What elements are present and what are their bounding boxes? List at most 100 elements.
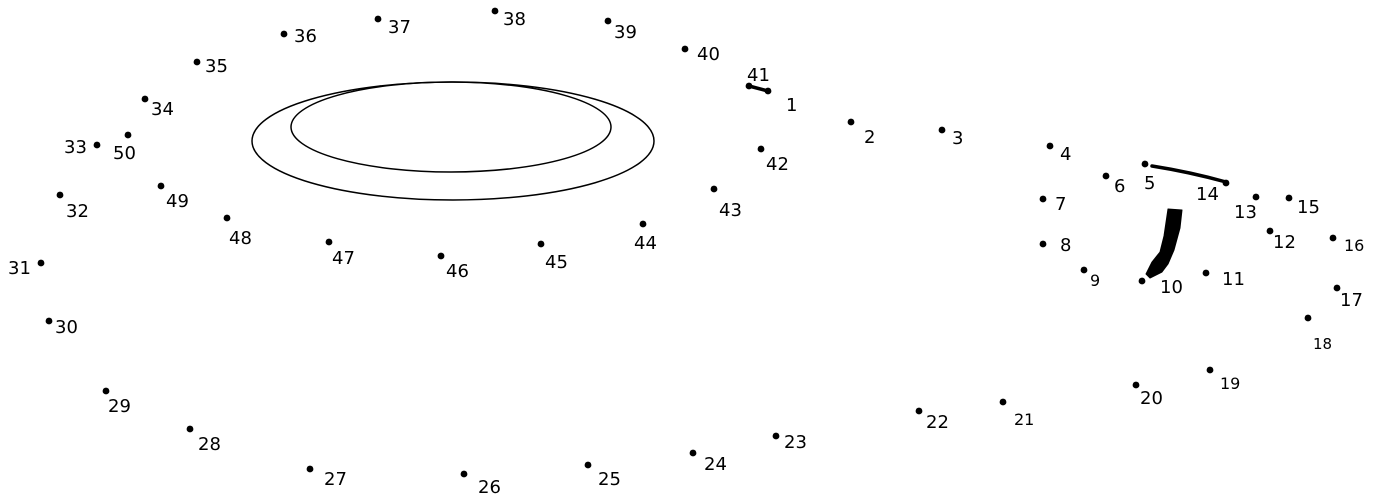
dot-25	[584, 461, 592, 469]
dot-label-9: 9	[1090, 271, 1100, 290]
dot-42	[757, 145, 765, 153]
dot-28	[186, 425, 194, 433]
dot-46	[437, 252, 445, 260]
dot-15	[1285, 194, 1293, 202]
dot-29	[102, 387, 110, 395]
dot-label-20: 20	[1140, 388, 1163, 409]
black-stroke-shape	[1145, 208, 1183, 279]
dot-label-47: 47	[332, 248, 355, 269]
dot-36	[280, 30, 288, 38]
dot-label-28: 28	[198, 434, 221, 455]
dot-label-34: 34	[151, 99, 174, 120]
dot-21	[999, 398, 1007, 406]
dot-7	[1039, 195, 1047, 203]
dot-label-4: 4	[1060, 144, 1071, 165]
dot-2	[847, 118, 855, 126]
dot-9	[1080, 266, 1088, 274]
oval-outline	[251, 81, 655, 201]
dot-label-15: 15	[1297, 197, 1320, 218]
dot-32	[56, 191, 64, 199]
dot-label-18: 18	[1313, 335, 1332, 353]
dot-label-2: 2	[864, 127, 875, 148]
dot-label-33: 33	[64, 137, 87, 158]
dot-37	[374, 15, 382, 23]
dot-3	[938, 126, 946, 134]
dot-label-44: 44	[634, 233, 657, 254]
segment-5-to-14	[1150, 164, 1228, 184]
dot-label-36: 36	[294, 26, 317, 47]
dot-label-46: 46	[446, 261, 469, 282]
dot-label-30: 30	[55, 317, 78, 338]
dot-label-12: 12	[1273, 232, 1296, 253]
dot-label-19: 19	[1220, 374, 1240, 393]
dot-14	[1222, 179, 1230, 187]
dot-40	[681, 45, 689, 53]
dot-20	[1132, 381, 1140, 389]
dot-8	[1039, 240, 1047, 248]
dot-22	[915, 407, 923, 415]
dot-label-37: 37	[388, 17, 411, 38]
dot-26	[460, 470, 468, 478]
dot-label-49: 49	[166, 191, 189, 212]
outer-oval	[251, 81, 655, 201]
dot-19	[1206, 366, 1214, 374]
dot-label-35: 35	[205, 56, 228, 77]
dot-34	[141, 95, 149, 103]
dot-label-23: 23	[784, 432, 807, 453]
dot-label-38: 38	[503, 9, 526, 30]
dot-label-22: 22	[926, 412, 949, 433]
dot-label-3: 3	[952, 128, 963, 149]
dot-label-50: 50	[113, 143, 136, 164]
dot-label-17: 17	[1340, 290, 1363, 311]
dot-label-14: 14	[1196, 184, 1219, 205]
dot-5	[1141, 160, 1149, 168]
dot-label-7: 7	[1055, 194, 1066, 215]
dot-18	[1304, 314, 1312, 322]
dot-label-25: 25	[598, 469, 621, 490]
dot-label-43: 43	[719, 200, 742, 221]
dot-label-13: 13	[1234, 202, 1257, 223]
dot-1	[764, 87, 772, 95]
dot-label-42: 42	[766, 154, 789, 175]
dot-label-5: 5	[1144, 173, 1155, 194]
inner-oval	[290, 81, 612, 173]
dot-50	[124, 131, 132, 139]
dot-12	[1266, 227, 1274, 235]
dot-45	[537, 240, 545, 248]
dot-label-24: 24	[704, 454, 727, 475]
dot-label-45: 45	[545, 252, 568, 273]
dot-41	[745, 82, 753, 90]
dot-label-8: 8	[1060, 235, 1071, 256]
dot-49	[157, 182, 165, 190]
dot-43	[710, 185, 718, 193]
dot-label-41: 41	[747, 65, 770, 86]
dot-label-10: 10	[1160, 277, 1183, 298]
dot-label-21: 21	[1014, 410, 1034, 429]
dot-13	[1252, 193, 1260, 201]
dot-27	[306, 465, 314, 473]
dot-38	[491, 7, 499, 15]
dot-label-31: 31	[8, 258, 31, 279]
dot-39	[604, 17, 612, 25]
dot-24	[689, 449, 697, 457]
dot-10	[1138, 277, 1146, 285]
dot-47	[325, 238, 333, 246]
dot-23	[772, 432, 780, 440]
dot-label-1: 1	[786, 95, 797, 116]
dot-48	[223, 214, 231, 222]
dot-label-11: 11	[1222, 269, 1245, 290]
dot-label-40: 40	[697, 44, 720, 65]
dot-4	[1046, 142, 1054, 150]
dot-31	[37, 259, 45, 267]
dot-16	[1329, 234, 1337, 242]
dot-11	[1202, 269, 1210, 277]
dot-label-26: 26	[478, 477, 501, 498]
dot-44	[639, 220, 647, 228]
dot-label-32: 32	[66, 201, 89, 222]
dot-label-48: 48	[229, 228, 252, 249]
dot-30	[45, 317, 53, 325]
dot-label-39: 39	[614, 22, 637, 43]
dot-35	[193, 58, 201, 66]
